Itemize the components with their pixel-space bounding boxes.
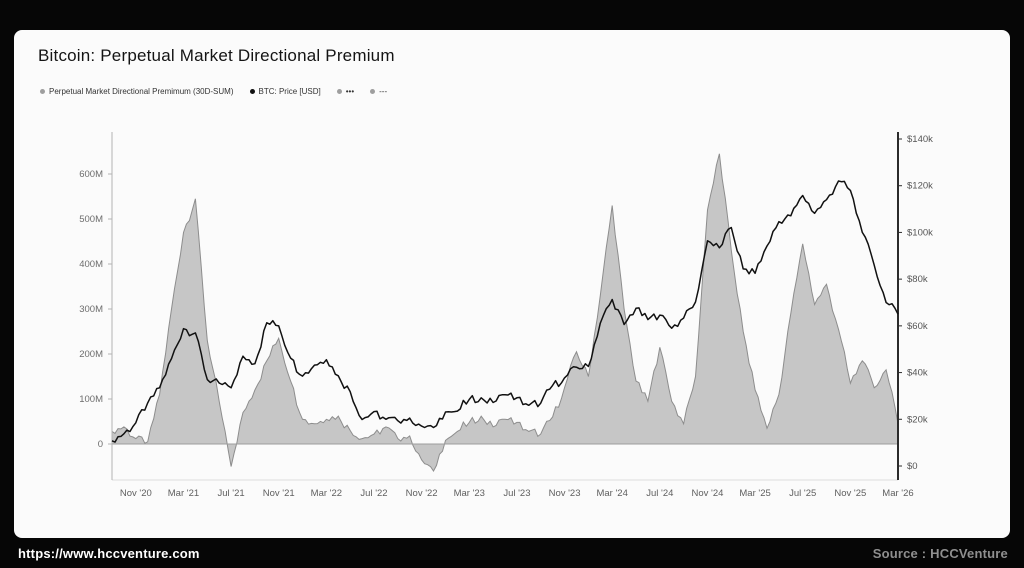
svg-text:Mar '25: Mar '25 (739, 488, 770, 499)
legend-label: Perpetual Market Directional Premimum (3… (49, 87, 234, 96)
page-title: Bitcoin: Perpetual Market Directional Pr… (38, 46, 395, 65)
svg-text:$80k: $80k (907, 274, 928, 285)
svg-text:$40k: $40k (907, 368, 928, 379)
svg-text:$100k: $100k (907, 227, 933, 238)
chart-legend: Perpetual Market Directional Premimum (3… (40, 87, 387, 96)
svg-text:Nov '21: Nov '21 (263, 488, 295, 499)
legend-dot-icon (370, 89, 376, 94)
footer-source: Source : HCCVenture (872, 546, 1008, 561)
svg-text:Mar '24: Mar '24 (596, 488, 627, 499)
legend-label: ••• (345, 87, 355, 96)
svg-text:0: 0 (98, 439, 103, 450)
svg-text:100M: 100M (79, 394, 103, 405)
svg-text:Nov '20: Nov '20 (120, 488, 152, 499)
legend-dot-icon (336, 89, 342, 94)
svg-text:$140k: $140k (907, 134, 933, 145)
legend-item-premium[interactable]: Perpetual Market Directional Premimum (3… (40, 87, 234, 96)
legend-item-btc-price[interactable]: BTC: Price [USD] (249, 87, 321, 96)
svg-text:400M: 400M (79, 259, 103, 270)
legend-item-dots[interactable]: ••• (336, 87, 355, 96)
legend-item-dashes[interactable]: --- (370, 87, 387, 96)
svg-text:$120k: $120k (907, 181, 933, 192)
chart-area: 0 100M 200M 300M 400M 500M 600M $0 $20k $40k $60k $… (22, 106, 998, 504)
svg-text:Nov '25: Nov '25 (834, 488, 866, 499)
legend-dot-icon (40, 89, 45, 94)
svg-text:$20k: $20k (907, 414, 928, 425)
svg-text:500M: 500M (79, 214, 103, 225)
svg-text:300M: 300M (79, 304, 103, 315)
legend-label: BTC: Price [USD] (258, 87, 321, 96)
svg-text:200M: 200M (79, 349, 103, 360)
svg-text:Jul '22: Jul '22 (360, 488, 387, 499)
svg-text:Mar '21: Mar '21 (168, 488, 199, 499)
svg-text:Mar '26: Mar '26 (882, 488, 913, 499)
svg-text:Mar '22: Mar '22 (311, 488, 342, 499)
svg-text:$60k: $60k (907, 321, 928, 332)
footer-url: https://www.hccventure.com (18, 546, 200, 561)
svg-text:Nov '22: Nov '22 (406, 488, 438, 499)
svg-text:Jul '24: Jul '24 (646, 488, 673, 499)
svg-text:Nov '23: Nov '23 (549, 488, 581, 499)
legend-dot-icon (249, 89, 255, 94)
legend-label: --- (379, 87, 388, 96)
svg-text:Jul '21: Jul '21 (218, 488, 245, 499)
svg-text:Mar '23: Mar '23 (454, 488, 485, 499)
chart-svg: 0 100M 200M 300M 400M 500M 600M $0 $20k $40k $60k $… (79, 132, 933, 499)
svg-text:Jul '25: Jul '25 (789, 488, 816, 499)
svg-text:$0: $0 (907, 461, 918, 472)
chart-card: Bitcoin: Perpetual Market Directional Pr… (14, 30, 1010, 538)
svg-text:600M: 600M (79, 169, 103, 180)
svg-text:Jul '23: Jul '23 (503, 488, 530, 499)
svg-text:Nov '24: Nov '24 (691, 488, 723, 499)
